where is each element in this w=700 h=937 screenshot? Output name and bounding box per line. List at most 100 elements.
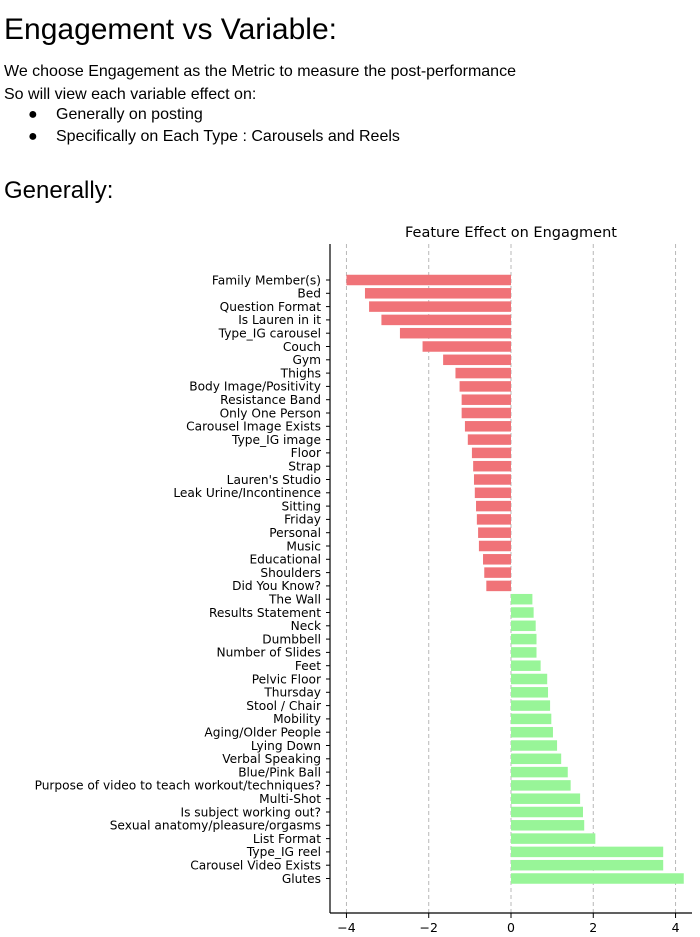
category-label: Resistance Band xyxy=(220,393,321,407)
bar xyxy=(476,514,511,525)
bar xyxy=(511,793,581,804)
category-label: Shoulders xyxy=(260,566,321,580)
bullet-text: Generally on posting xyxy=(56,106,203,123)
category-label: Gym xyxy=(292,353,321,367)
bar xyxy=(511,673,548,685)
bar xyxy=(443,354,511,366)
category-label: Multi-Shot xyxy=(259,792,321,806)
bar xyxy=(511,846,664,858)
category-label: Leak Urine/Incontinence xyxy=(173,486,321,500)
bar xyxy=(478,527,511,538)
bar xyxy=(511,593,533,605)
bar xyxy=(511,620,536,632)
category-label: Is Lauren in it xyxy=(238,313,321,327)
category-label: Type_IG carousel xyxy=(218,327,321,341)
bar xyxy=(484,567,511,578)
bar xyxy=(511,766,568,778)
category-label: Strap xyxy=(288,460,321,474)
bar xyxy=(364,288,511,299)
bar xyxy=(511,687,549,698)
bar xyxy=(478,540,511,552)
bar xyxy=(346,274,511,286)
bars xyxy=(346,274,684,884)
bullet-icon: ● xyxy=(28,128,38,145)
bar xyxy=(511,607,534,618)
category-label: Educational xyxy=(249,553,321,567)
bar xyxy=(473,474,511,485)
bar xyxy=(511,859,664,871)
x-tick-label: −4 xyxy=(337,920,355,935)
bar xyxy=(511,806,583,818)
category-label: Sexual anatomy/pleasure/orgasms xyxy=(110,819,321,833)
category-label: Purpose of video to teach workout/techni… xyxy=(35,779,321,793)
bar xyxy=(471,447,511,459)
category-label: Stool / Chair xyxy=(246,699,322,713)
bar xyxy=(511,780,571,791)
category-label: Music xyxy=(286,539,321,553)
bullet-icon: ● xyxy=(28,106,38,123)
category-label: Lauren's Studio xyxy=(227,473,321,487)
section-heading: Generally: xyxy=(4,177,114,204)
bar xyxy=(476,500,511,512)
category-label: Friday xyxy=(284,513,321,527)
category-label: Type_IG image xyxy=(231,433,321,447)
bar xyxy=(399,327,511,339)
axes: −4 −2 0 2 4 xyxy=(326,244,692,935)
category-label: Blue/Pink Ball xyxy=(238,765,321,779)
bar xyxy=(467,434,511,445)
category-label: Type_IG reel xyxy=(246,845,321,859)
category-label: Is subject working out? xyxy=(180,805,321,819)
feature-effect-chart: Feature Effect on Engagment Family Membe… xyxy=(35,225,692,935)
bar xyxy=(511,726,553,738)
category-label: Only One Person xyxy=(220,406,321,420)
x-tick-label: −2 xyxy=(420,920,438,935)
category-label: Aging/Older People xyxy=(204,726,321,740)
bar xyxy=(511,713,552,725)
bar xyxy=(511,700,551,711)
category-label: Dumbbell xyxy=(262,632,321,646)
bar xyxy=(461,407,511,419)
bar xyxy=(369,301,511,312)
bar xyxy=(511,633,537,645)
category-label: Glutes xyxy=(282,872,321,886)
category-label: Family Member(s) xyxy=(212,273,321,287)
bar xyxy=(381,314,511,326)
bar xyxy=(473,460,511,472)
bar xyxy=(511,660,541,671)
category-label: Number of Slides xyxy=(216,646,321,660)
bar xyxy=(474,487,511,499)
category-label: The Wall xyxy=(268,593,321,607)
category-label: Question Format xyxy=(220,300,322,314)
bar xyxy=(511,647,537,658)
bullet-list: ● Generally on posting ● Specifically on E… xyxy=(28,104,400,148)
category-label: Neck xyxy=(291,619,322,633)
category-label: Did You Know? xyxy=(232,579,321,593)
intro-text-line-2: So will view each variable effect on: xyxy=(4,86,257,103)
category-label: Feet xyxy=(295,659,321,673)
bar xyxy=(511,873,684,884)
category-label: Sitting xyxy=(281,499,321,513)
bar xyxy=(464,421,511,432)
bar xyxy=(511,820,585,831)
category-label: List Format xyxy=(253,832,321,846)
bar xyxy=(511,753,562,765)
bar xyxy=(422,341,511,352)
x-tick-label: 4 xyxy=(672,920,680,935)
list-item: ● Specifically on Each Type : Carousels a… xyxy=(28,126,400,148)
bar xyxy=(511,833,596,844)
bullet-text: Specifically on Each Type : Carousels an… xyxy=(56,128,400,145)
category-label: Lying Down xyxy=(251,739,321,753)
category-label: Floor xyxy=(291,446,322,460)
x-tick-label: 0 xyxy=(507,920,515,935)
category-label: Carousel Video Exists xyxy=(190,859,321,873)
x-tick-label: 2 xyxy=(589,920,597,935)
category-label: Thighs xyxy=(280,366,321,380)
category-label: Pelvic Floor xyxy=(252,672,322,686)
bar xyxy=(483,554,511,565)
bar xyxy=(486,580,511,592)
category-label: Personal xyxy=(269,526,321,540)
bar xyxy=(455,367,511,379)
category-label: Bed xyxy=(297,287,321,301)
list-item: ● Generally on posting xyxy=(28,104,400,126)
